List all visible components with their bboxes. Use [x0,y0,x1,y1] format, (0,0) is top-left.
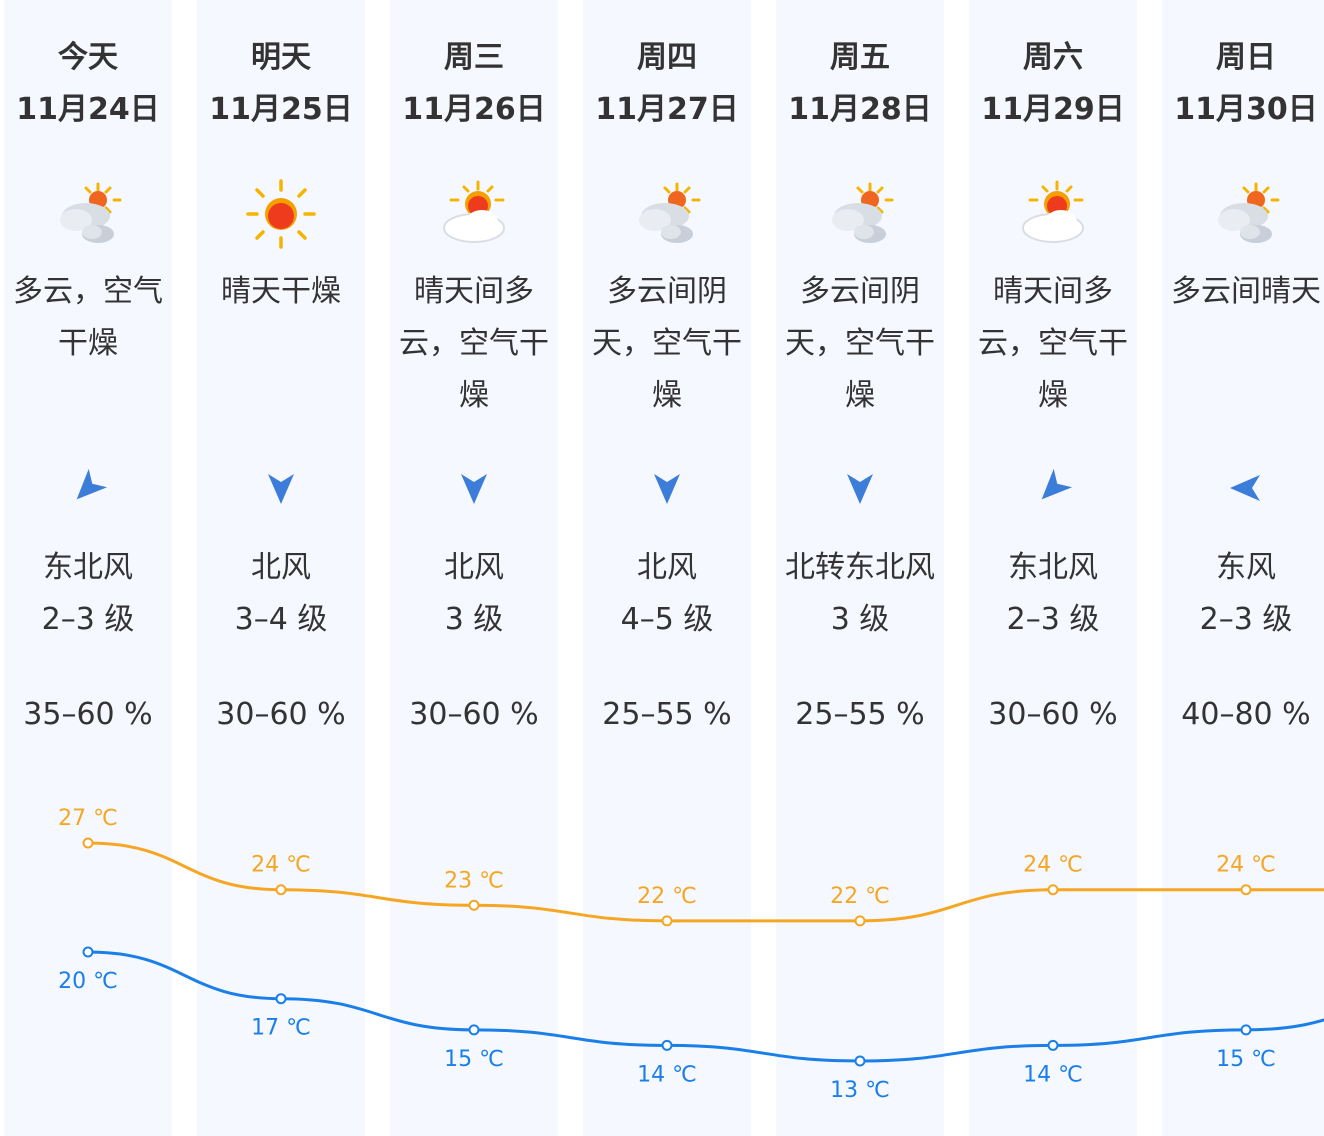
wind-level: 3 级 [830,602,890,637]
wind-level: 3 级 [444,602,504,637]
wind-arrow-sw-icon [68,468,108,508]
sunny-cloudy-icon [1017,178,1089,250]
wind-arrow-s-icon [840,468,880,508]
day-column: 周六 11月29日 晴天间多云，空气干燥 东北风 2–3 级 30–60 % [969,0,1137,1136]
day-column: 周日 11月30日 多云间晴天 东风 2–3 级 40–80 % [1162,0,1324,1136]
wind-level: 2–3 级 [1006,602,1100,637]
wind-arrow-s-icon [261,468,301,508]
wind-direction: 北风 [444,550,504,585]
wind-direction: 北风 [637,550,697,585]
partly-cloudy-icon [52,178,124,250]
day-date: 11月27日 [595,92,739,127]
day-date: 11月29日 [981,92,1125,127]
weather-description: 晴天间多云，空气干燥 [978,274,1128,413]
humidity: 40–80 % [1181,697,1311,732]
day-name: 周五 [830,40,890,75]
wind-direction: 东北风 [1008,550,1098,585]
day-date: 11月24日 [16,92,160,127]
humidity: 30–60 % [988,697,1118,732]
day-date: 11月26日 [402,92,546,127]
partly-cloudy-icon [824,178,896,250]
humidity: 35–60 % [23,697,153,732]
partly-cloudy-icon [1210,178,1282,250]
wind-arrow-sw-icon [1033,468,1073,508]
wind-level: 3–4 级 [234,602,328,637]
wind-level: 4–5 级 [620,602,714,637]
humidity: 30–60 % [216,697,346,732]
day-name: 周三 [444,40,504,75]
day-column: 周五 11月28日 多云间阴天，空气干燥 北转东北风 3 级 25–55 % [776,0,944,1136]
day-date: 11月28日 [788,92,932,127]
sunny-cloudy-icon [438,178,510,250]
day-date: 11月30日 [1174,92,1318,127]
day-date: 11月25日 [209,92,353,127]
day-name: 周日 [1216,40,1276,75]
day-name: 周六 [1023,40,1083,75]
weather-description: 多云间阴天，空气干燥 [592,274,742,413]
humidity: 30–60 % [409,697,539,732]
weather-description: 多云，空气干燥 [13,274,163,361]
weather-description: 多云间阴天，空气干燥 [785,274,935,413]
wind-direction: 北风 [251,550,311,585]
day-column: 周三 11月26日 晴天间多云，空气干燥 北风 3 级 30–60 % [390,0,558,1136]
wind-level: 2–3 级 [1199,602,1293,637]
humidity: 25–55 % [795,697,925,732]
day-name: 今天 [58,40,118,75]
wind-direction: 东北风 [43,550,133,585]
wind-arrow-s-icon [647,468,687,508]
day-column: 今天 11月24日 多云，空气干燥 东北风 2–3 级 35–60 % [4,0,172,1136]
day-column: 明天 11月25日 晴天干燥 北风 3–4 级 30–60 % [197,0,365,1136]
sunny-icon [245,178,317,250]
wind-direction: 北转东北风 [785,550,935,585]
wind-arrow-s-icon [454,468,494,508]
weather-description: 多云间晴天 [1171,274,1321,309]
day-name: 周四 [637,40,697,75]
wind-arrow-w-icon [1226,468,1266,508]
weather-description: 晴天间多云，空气干燥 [399,274,549,413]
wind-direction: 东风 [1216,550,1276,585]
weather-description: 晴天干燥 [221,274,341,309]
humidity: 25–55 % [602,697,732,732]
day-column: 周四 11月27日 多云间阴天，空气干燥 北风 4–5 级 25–55 % [583,0,751,1136]
day-name: 明天 [251,40,311,75]
partly-cloudy-icon [631,178,703,250]
wind-level: 2–3 级 [41,602,135,637]
